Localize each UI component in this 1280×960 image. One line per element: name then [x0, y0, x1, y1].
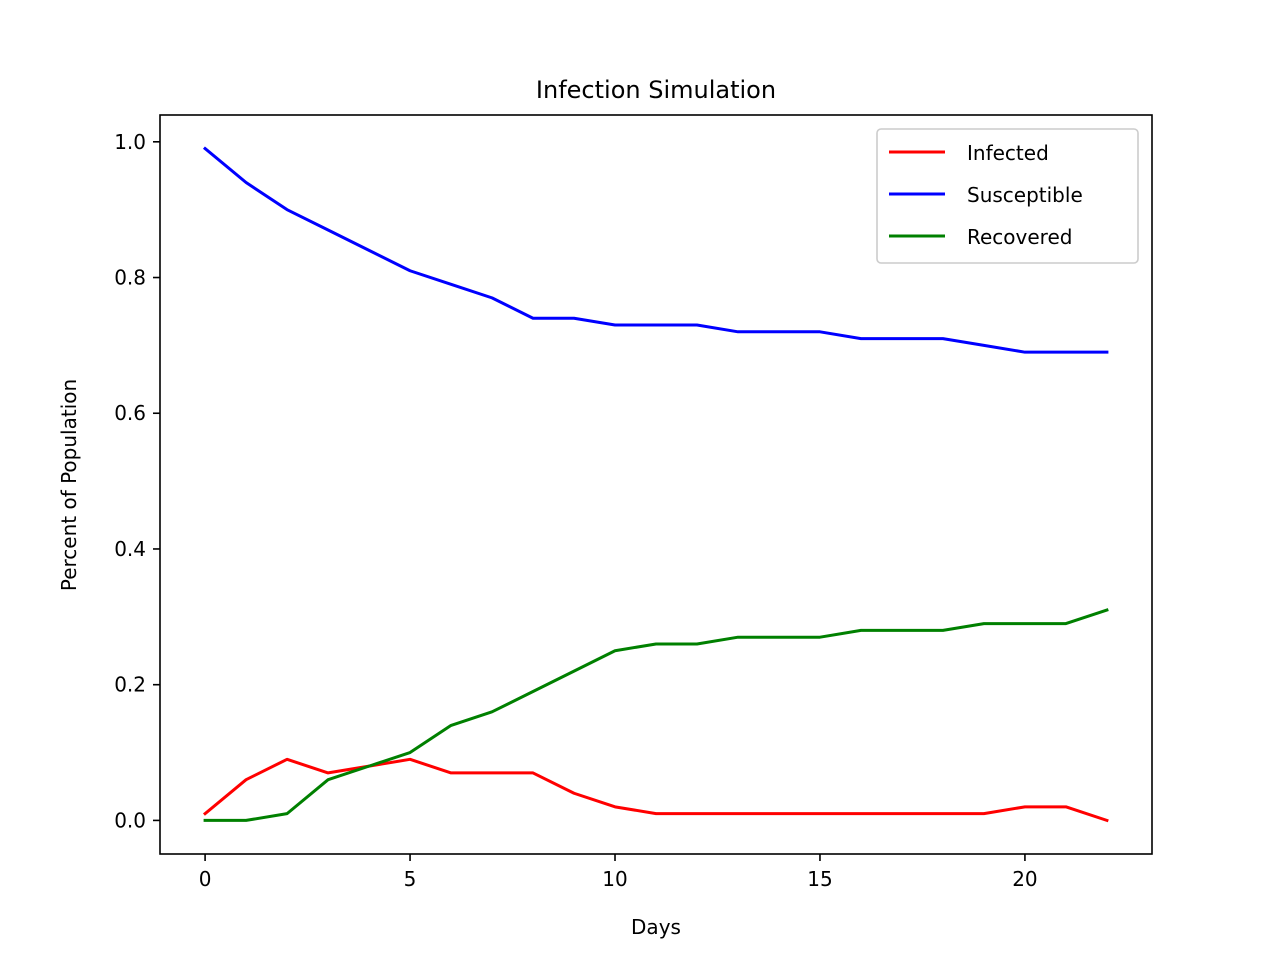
x-tick-label: 5: [404, 867, 417, 891]
legend-label-infected: Infected: [967, 141, 1049, 165]
x-axis-label: Days: [631, 915, 681, 939]
y-tick-label: 0.4: [114, 537, 146, 561]
series-line-recovered: [203, 608, 1109, 822]
series-line-infected: [202, 757, 1109, 823]
y-tick-label: 0.0: [114, 808, 146, 832]
x-tick-label: 0: [199, 867, 212, 891]
y-tick-label: 1.0: [114, 130, 146, 154]
legend-label-recovered: Recovered: [967, 225, 1072, 249]
legend-box: [876, 128, 1139, 264]
x-tick-label: 20: [1012, 867, 1037, 891]
y-axis-label: Percent of Population: [57, 379, 81, 591]
series-line-susceptible: [202, 146, 1109, 354]
y-tick-label: 0.6: [114, 401, 146, 425]
plot-frame: [159, 114, 1153, 855]
y-tick-label: 0.2: [114, 673, 146, 697]
x-tick-label: 15: [807, 867, 832, 891]
legend-label-susceptible: Susceptible: [967, 183, 1083, 207]
y-tick-label: 0.8: [114, 266, 146, 290]
chart-title: Infection Simulation: [536, 76, 776, 104]
legend: Infected Susceptible Recovered: [876, 128, 1139, 264]
x-tick-label: 10: [602, 867, 627, 891]
